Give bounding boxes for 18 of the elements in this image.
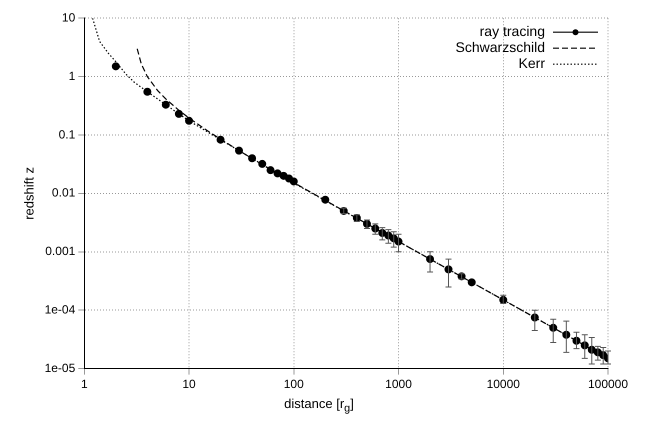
y-tick-label: 1e-04 (44, 302, 76, 317)
y-tick-label: 0.001 (45, 244, 76, 258)
legend-label: Schwarzschild (456, 39, 545, 56)
legend-label: ray tracing (480, 23, 545, 40)
y-tick-label: 1 (68, 68, 76, 83)
y-tick-label: 0.1 (58, 127, 76, 142)
x-tick-label: 10000 (486, 377, 520, 392)
x-tick-label: 10 (182, 377, 196, 392)
x-tick-label: 1 (80, 377, 88, 392)
legend-label: Kerr (518, 55, 546, 72)
x-tick-label: 100 (284, 377, 304, 392)
x-tick-label: 100000 (588, 377, 628, 392)
y-axis-title: redshift z (21, 167, 36, 220)
x-tick-label: 1000 (385, 377, 412, 392)
x-axis-title: distance [r$_{g}$] (283, 396, 355, 415)
y-tick-label: 10 (62, 10, 76, 25)
y-tick-label: 0.01 (52, 186, 76, 200)
y-tick-label: 1e-05 (44, 360, 76, 375)
